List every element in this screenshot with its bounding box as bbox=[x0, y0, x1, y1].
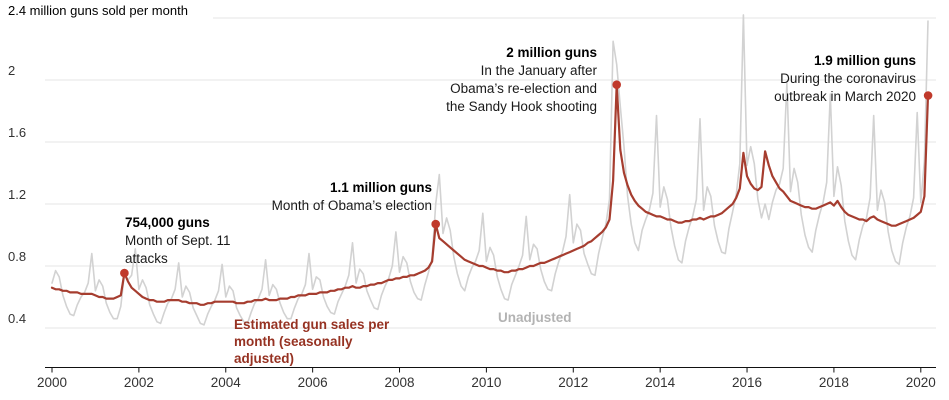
x-tick-label: 2014 bbox=[645, 375, 676, 390]
y-tick-label: 0.4 bbox=[8, 311, 26, 326]
annotation-sandy-hook-title: 2 million guns bbox=[506, 45, 597, 60]
annotation-obama-election: 1.1 million guns Month of Obama’s electi… bbox=[272, 179, 432, 215]
x-tick-label: 2018 bbox=[819, 375, 849, 390]
event-marker-dot bbox=[431, 219, 441, 229]
event-marker-dot bbox=[612, 80, 621, 89]
annotation-sept11: 754,000 guns Month of Sept. 11 attacks bbox=[125, 214, 231, 268]
x-tick-label: 2010 bbox=[471, 375, 501, 390]
x-tick-label: 2002 bbox=[124, 375, 154, 390]
annotation-coronavirus-line1: During the coronavirus bbox=[780, 71, 916, 86]
y-tick-label: 1.2 bbox=[8, 187, 26, 202]
adjusted-series-label-line3: adjusted) bbox=[234, 351, 295, 366]
annotation-sept11-line2: attacks bbox=[125, 251, 168, 266]
adjusted-series-label-line2: month (seasonally bbox=[234, 334, 353, 349]
event-marker-dot bbox=[120, 268, 129, 278]
unadjusted-line bbox=[51, 14, 929, 326]
annotation-sept11-line1: Month of Sept. 11 bbox=[125, 233, 231, 248]
annotation-coronavirus-line2: outbreak in March 2020 bbox=[774, 89, 916, 104]
y-tick-label: 2 bbox=[8, 63, 15, 78]
annotation-coronavirus: 1.9 million guns During the coronavirus … bbox=[774, 52, 916, 106]
x-tick-label: 2016 bbox=[732, 375, 762, 390]
event-marker-dot bbox=[923, 91, 933, 100]
annotation-obama-election-title: 1.1 million guns bbox=[329, 180, 432, 195]
y-axis-top-label: 2.4 million guns sold per month bbox=[8, 3, 188, 18]
annotation-obama-election-line1: Month of Obama’s election bbox=[271, 198, 432, 213]
annotation-sept11-title: 754,000 guns bbox=[125, 215, 210, 230]
annotation-sandy-hook: 2 million guns In the January after Obam… bbox=[446, 44, 597, 116]
x-tick-label: 2004 bbox=[211, 375, 242, 390]
unadjusted-series-label: Unadjusted bbox=[498, 310, 572, 325]
annotation-coronavirus-title: 1.9 million guns bbox=[813, 53, 916, 68]
y-tick-label: 0.8 bbox=[8, 249, 26, 264]
x-tick-label: 2000 bbox=[37, 375, 67, 390]
x-tick-label: 2006 bbox=[298, 375, 328, 390]
x-tick-label: 2020 bbox=[906, 375, 936, 390]
x-tick-label: 2012 bbox=[558, 375, 588, 390]
y-tick-label: 1.6 bbox=[8, 125, 26, 140]
adjusted-series-label: Estimated gun sales per month (seasonall… bbox=[234, 316, 389, 367]
adjusted-line bbox=[50, 83, 930, 306]
x-tick-label: 2008 bbox=[384, 375, 414, 390]
adjusted-series-label-line1: Estimated gun sales per bbox=[234, 317, 390, 332]
annotation-sandy-hook-line3: the Sandy Hook shooting bbox=[446, 99, 597, 114]
annotation-sandy-hook-line1: In the January after bbox=[480, 63, 597, 78]
annotation-sandy-hook-line2: Obama’s re-election and bbox=[450, 81, 597, 96]
